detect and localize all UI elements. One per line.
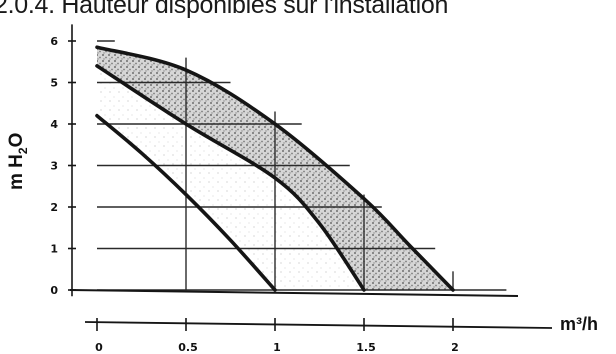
x-tick-label: 2 — [451, 341, 459, 354]
curve-3 — [95, 45, 455, 292]
x-axis-label: m³/h — [560, 314, 598, 334]
axes — [68, 24, 553, 331]
chart-title: 2.0.4. Hauteur disponibles sur l'install… — [0, 0, 449, 19]
curves — [95, 45, 455, 292]
tick-labels: 0 1 2 3 4 5 6 0 0.5 1 1.5 2 — [50, 35, 458, 354]
y-tick-label: 6 — [50, 35, 58, 48]
x-tick-label: 0 — [95, 341, 103, 354]
x-tick-label: 1 — [273, 341, 281, 354]
speckle-area — [97, 65, 364, 291]
grid — [97, 40, 507, 291]
y-tick-label: 4 — [50, 118, 58, 131]
y-axis-label: m H2O — [6, 132, 30, 190]
y-tick-label: 3 — [50, 160, 58, 173]
x-tick-label: 0.5 — [178, 341, 198, 354]
x-axis-line — [69, 289, 519, 297]
y-tick-label: 1 — [50, 243, 58, 256]
y-tick-label: 2 — [50, 201, 58, 214]
x-tick-label: 1.5 — [356, 341, 376, 354]
curve-2 — [95, 64, 366, 292]
x-scale-line — [84, 321, 553, 329]
y-tick-label: 5 — [50, 77, 58, 90]
curve-1 — [95, 113, 277, 292]
y-tick-label: 0 — [50, 284, 58, 297]
